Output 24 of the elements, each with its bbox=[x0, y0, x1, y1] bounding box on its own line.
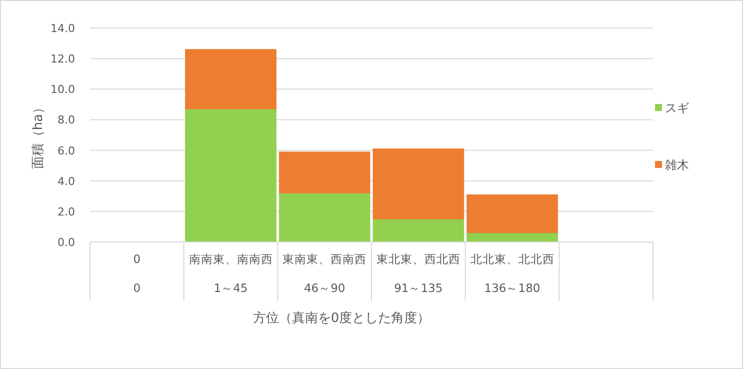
legend-label: 雑木 bbox=[665, 158, 689, 172]
category-label: 東北東、西北西 91～135 bbox=[376, 252, 460, 295]
legend-label: スギ bbox=[665, 101, 689, 115]
y-tick-label: 2.0 bbox=[58, 205, 75, 218]
bar bbox=[372, 148, 464, 220]
bar bbox=[372, 218, 464, 242]
category-label: 0 0 bbox=[133, 252, 141, 295]
x-axis-title: 方位（真南を0度とした角度） bbox=[252, 310, 430, 326]
bar bbox=[278, 152, 370, 194]
bar bbox=[185, 49, 276, 110]
bar bbox=[185, 108, 276, 242]
y-tick-label: 12.0 bbox=[50, 52, 75, 66]
category-label: 北北東、北北西 136～180 bbox=[470, 252, 554, 295]
bar bbox=[278, 192, 370, 242]
y-tick-label: 0.0 bbox=[58, 236, 75, 249]
category-label: 東南東、西南西 46～90 bbox=[282, 252, 367, 295]
y-axis-title: 面積（ha） bbox=[31, 100, 46, 170]
y-tick-label: 14.0 bbox=[50, 22, 75, 35]
y-tick-label: 8.0 bbox=[58, 114, 75, 127]
category-label: 南南東、南南西 1～45 bbox=[188, 252, 273, 295]
y-tick-label: 4.0 bbox=[58, 174, 75, 188]
y-tick-label: 6.0 bbox=[58, 144, 75, 158]
bar bbox=[466, 194, 558, 234]
y-tick-label: 10.0 bbox=[50, 83, 75, 96]
